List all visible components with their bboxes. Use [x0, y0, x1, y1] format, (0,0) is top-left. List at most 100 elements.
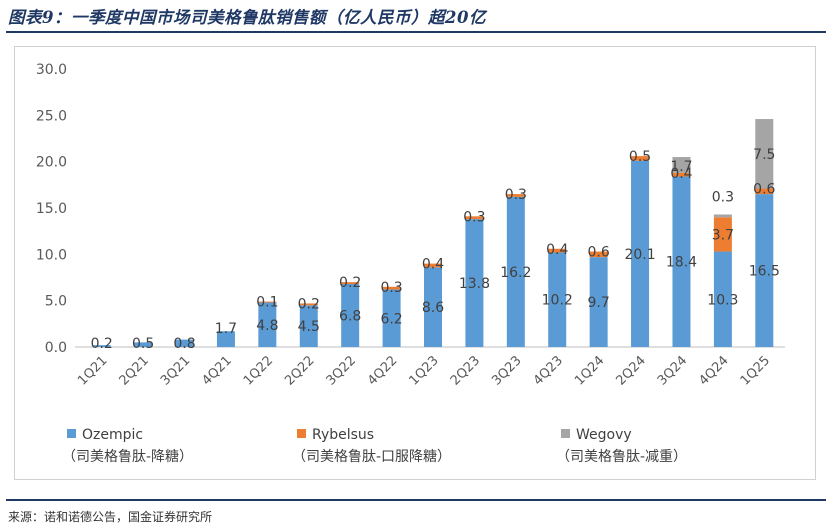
data-label-rybelsus: 0.3 [380, 280, 402, 296]
data-label-rybelsus: 3.7 [712, 227, 734, 243]
x-tick-label: 3Q21 [158, 353, 193, 388]
bar-ozempic [424, 267, 442, 347]
data-label-ozempic: 0.8 [173, 336, 195, 352]
bar-ozempic [299, 305, 318, 347]
bar-ozempic [216, 331, 235, 347]
bar-rybelsus [506, 194, 525, 197]
data-label-rybelsus: 0.4 [546, 242, 568, 258]
x-tick-label: 4Q23 [531, 353, 566, 388]
bar-rybelsus [299, 303, 318, 306]
data-label-wegovy: 7.5 [753, 147, 775, 163]
legend-swatch-ozempic [67, 429, 76, 438]
x-tick-label: 1Q25 [738, 353, 773, 388]
bar-ozempic [134, 342, 153, 347]
legend-sublabel-rybelsus: （司美格鲁肽-口服降糖） [292, 449, 451, 465]
bar-rybelsus [258, 301, 277, 303]
bar-rybelsus [589, 251, 608, 258]
bar-wegovy [672, 157, 691, 173]
legend-swatch-rybelsus [297, 429, 306, 438]
data-label-ozempic: 8.6 [422, 300, 444, 316]
x-tick-label: 3Q22 [324, 353, 359, 388]
y-tick-label: 20.0 [36, 155, 67, 171]
bar-ozempic [506, 196, 525, 347]
x-tick-label: 2Q23 [448, 353, 483, 388]
x-tick-label: 1Q21 [75, 353, 110, 388]
x-tick-label: 3Q24 [655, 353, 690, 388]
data-label-ozempic: 6.8 [339, 308, 361, 324]
data-label-ozempic: 1.7 [215, 321, 237, 337]
data-label-rybelsus: 0.2 [339, 275, 361, 291]
bar-ozempic [755, 194, 774, 347]
data-label-ozempic: 13.8 [459, 276, 490, 292]
legend-sublabel-ozempic: （司美格鲁肽-降糖） [62, 449, 193, 465]
bar-rybelsus [424, 263, 442, 268]
data-label-ozempic: 16.2 [500, 265, 531, 281]
x-tick-label: 2Q24 [613, 353, 648, 388]
x-tick-label: 1Q24 [572, 353, 607, 388]
bar-wegovy [713, 214, 732, 218]
data-label-ozempic: 4.8 [256, 318, 278, 334]
bar-ozempic [465, 219, 484, 347]
data-label-ozempic: 18.4 [666, 255, 697, 271]
data-label-ozempic: 0.2 [91, 336, 113, 352]
x-tick-label: 1Q22 [241, 353, 276, 388]
bar-ozempic [258, 302, 277, 347]
bar-rybelsus [465, 216, 484, 220]
y-tick-label: 5.0 [45, 294, 67, 310]
x-tick-label: 1Q23 [406, 353, 441, 388]
footer-divider [6, 499, 826, 501]
x-tick-label: 4Q22 [365, 353, 400, 388]
y-tick-label: 10.0 [36, 247, 67, 263]
page-title: 图表9：一季度中国市场司美格鲁肽销售额（亿人民币）超20亿 [8, 8, 486, 27]
x-tick-label: 4Q21 [199, 353, 234, 388]
bar-rybelsus [341, 282, 360, 284]
legend-swatch-wegovy [561, 429, 570, 438]
stacked-bar-chart: 0.05.010.015.020.025.030.00.21Q210.52Q21… [36, 62, 785, 465]
data-label-rybelsus: 0.3 [463, 209, 485, 225]
data-label-ozempic: 16.5 [749, 264, 780, 280]
data-label-rybelsus: 0.4 [422, 257, 444, 273]
legend-sublabel-wegovy: （司美格鲁肽-减重） [556, 449, 687, 465]
bar-rybelsus [548, 248, 567, 253]
bar-rybelsus [713, 217, 732, 252]
data-label-rybelsus: 0.1 [256, 295, 278, 311]
bar-ozempic [92, 345, 111, 347]
x-tick-label: 2Q22 [282, 353, 317, 388]
bar-rybelsus [672, 172, 691, 177]
legend-label-rybelsus: Rybelsus [312, 427, 374, 443]
x-tick-label: 4Q24 [696, 353, 731, 388]
x-tick-label: 2Q21 [117, 353, 152, 388]
y-tick-label: 0.0 [45, 340, 67, 356]
bar-ozempic [631, 160, 650, 347]
data-label-rybelsus: 0.6 [753, 182, 775, 198]
bar-ozempic [589, 257, 608, 347]
data-label-ozempic: 0.5 [132, 336, 154, 352]
y-tick-label: 30.0 [36, 62, 67, 78]
data-label-ozempic: 4.5 [298, 319, 320, 335]
data-label-rybelsus: 0.2 [298, 296, 320, 312]
bar-ozempic [341, 283, 360, 347]
bar-ozempic [548, 252, 567, 347]
source-note: 来源：诺和诺德公告，国金证券研究所 [8, 510, 213, 524]
data-label-ozempic: 10.2 [542, 293, 573, 309]
y-tick-label: 15.0 [36, 201, 67, 217]
bar-wegovy [755, 119, 774, 189]
data-label-ozempic: 20.1 [624, 247, 655, 263]
legend-label-ozempic: Ozempic [82, 427, 143, 443]
data-label-rybelsus: 0.5 [629, 149, 651, 165]
data-label-rybelsus: 0.3 [505, 187, 527, 203]
chart-frame: 0.0 5.0 10.0 15.0 20.0 25.0 30.0 0.2 1Q21 0.5 2Q21… [14, 46, 816, 480]
bar-rybelsus [382, 286, 401, 290]
data-label-ozempic: 9.7 [588, 295, 610, 311]
data-label-wegovy: 0.3 [712, 189, 734, 205]
bar-rybelsus [631, 156, 650, 161]
title-divider [6, 31, 826, 33]
legend-label-wegovy: Wegovy [576, 427, 632, 443]
bar-ozempic [713, 251, 732, 347]
bar-ozempic [672, 176, 691, 347]
data-label-ozempic: 6.2 [380, 311, 402, 327]
data-label-wegovy: 1.7 [670, 159, 692, 175]
data-label-rybelsus: 0.4 [670, 166, 692, 182]
data-label-ozempic: 10.3 [707, 292, 738, 308]
y-tick-label: 25.0 [36, 108, 67, 124]
